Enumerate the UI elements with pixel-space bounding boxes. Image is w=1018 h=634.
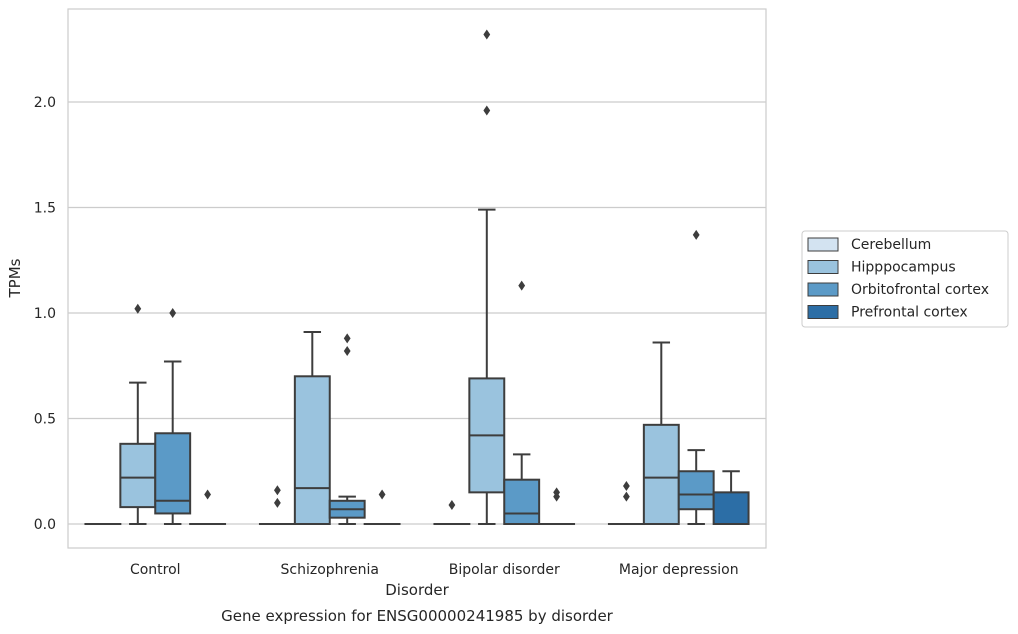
chart-caption: Gene expression for ENSG00000241985 by d… [221,607,614,625]
box-group [363,489,401,526]
legend-swatch [807,237,839,252]
box [642,423,680,525]
legend-swatch [807,282,839,297]
legend-label: Orbitofrontal cortex [851,282,989,298]
box-group [538,487,576,526]
x-tick-label: Bipolar disorder [449,562,560,578]
outlier-point [343,345,351,356]
y-axis-label: TPMs [6,258,24,298]
box [119,442,157,509]
box [503,478,541,526]
box-group [677,229,715,525]
box-group [607,481,645,526]
box-group [189,489,227,526]
outlier-point [448,500,456,511]
y-tick-label: 0.5 [34,412,56,428]
y-tick-label: 1.0 [34,306,56,322]
box-group [293,330,331,525]
legend-label: Hipppocampus [851,260,956,276]
outlier-point [274,485,281,496]
box-group [712,470,750,526]
box-group [433,500,471,526]
legend-label: Cerebellum [851,237,931,253]
box [712,491,750,526]
outlier-point [274,497,281,508]
y-tick-labels: 0.0 0.5 1.0 1.5 2.0 [34,95,56,533]
box-group [119,303,157,525]
box-group [468,29,506,525]
outlier-point [483,105,491,116]
legend-swatch [807,260,839,274]
x-tick-label: Schizophrenia [281,562,379,578]
outlier-point [483,29,491,40]
legend-swatch [807,305,839,319]
box-plots [84,29,750,526]
x-tick-labels: Control Schizophrenia Bipolar disorder Majo… [130,562,739,578]
outlier-point [692,229,700,240]
outlier-point [518,280,526,291]
box-group [503,280,541,526]
box-group [642,341,680,525]
outlier-point [343,333,351,344]
y-tick-label: 0.0 [34,517,56,533]
y-tick-label: 1.5 [34,201,56,217]
plot-frame [67,8,767,549]
legend-label: Prefrontal cortex [851,305,968,321]
outlier-point [553,487,560,498]
box-group [328,333,366,525]
box-group [258,485,296,526]
x-tick-label: Major depression [619,562,739,578]
outlier-point [623,481,630,492]
outlier-point [378,489,386,500]
legend-frame [801,230,1009,328]
outlier-point [623,491,630,502]
box [293,375,331,525]
x-tick-label: Control [130,562,181,578]
outlier-point [204,489,211,500]
box [677,470,715,511]
y-tick-label: 2.0 [34,95,56,111]
outlier-point [134,303,142,314]
box-group [154,308,192,525]
legend-items: Cerebellum Hipppocampus Orbitofrontal cort… [807,237,989,321]
x-axis-label: Disorder [385,581,449,599]
legend: Cerebellum Hipppocampus Orbitofrontal cort… [801,230,1009,328]
outlier-point [169,308,177,318]
